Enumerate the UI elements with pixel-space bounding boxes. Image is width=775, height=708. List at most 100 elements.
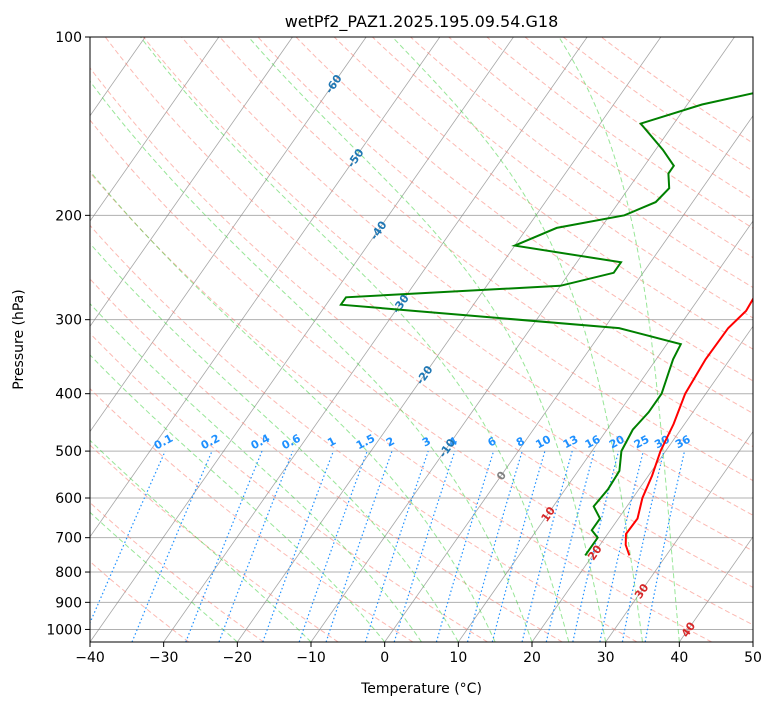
x-tick-label: 0 xyxy=(380,650,389,666)
mixing-ratio-line xyxy=(491,450,546,642)
y-tick-label: 900 xyxy=(55,595,82,611)
mixing-ratio-line xyxy=(521,450,573,642)
moist-adiabat-line xyxy=(558,37,680,642)
mixing-ratio-line xyxy=(218,450,294,642)
mixing-ratio-line xyxy=(393,450,456,642)
mixing-ratio-label: 0.2 xyxy=(199,432,222,453)
temperature-line xyxy=(624,296,753,556)
dry-adiabat-line xyxy=(90,387,414,642)
dry-adiabat-line xyxy=(448,37,753,259)
plot-frame xyxy=(89,36,754,643)
mixing-ratio-line xyxy=(298,450,368,642)
x-tick-label: 30 xyxy=(597,650,615,666)
y-tick-label: 200 xyxy=(55,208,82,224)
mixing-ratio-label: 10 xyxy=(533,433,553,452)
x-tick-label: 10 xyxy=(449,650,467,666)
dry-adiabat-line xyxy=(333,37,753,350)
mixing-ratio-label: 1 xyxy=(325,434,338,449)
x-tick-label: 20 xyxy=(523,650,541,666)
isotherm-label: -50 xyxy=(345,146,367,170)
mixing-ratio-line xyxy=(466,450,523,642)
moist-adiabat-line xyxy=(140,37,570,642)
moist-adiabat-line xyxy=(248,37,607,642)
isotherm-line xyxy=(90,37,441,538)
y-tick-label: 800 xyxy=(55,565,82,581)
moist-adiabat-line xyxy=(90,242,459,642)
mixing-ratio-label: 1.5 xyxy=(354,432,377,453)
x-tick-label: −20 xyxy=(223,650,253,666)
profile-series xyxy=(339,92,753,556)
dry-adiabat-line xyxy=(257,37,753,414)
isotherm-line xyxy=(384,115,753,642)
isotherm-label: 0 xyxy=(494,469,509,483)
chart-title: wetPf2_PAZ1.2025.195.09.54.G18 xyxy=(285,12,559,32)
dry-adiabat-line xyxy=(486,37,753,229)
y-tick-label: 600 xyxy=(55,491,82,507)
mixing-ratio-label: 2 xyxy=(384,434,397,449)
mixing-ratio-line xyxy=(131,450,213,642)
dry-adiabat-line xyxy=(90,171,712,642)
isotherm-line xyxy=(310,37,735,642)
mixing-ratio-line xyxy=(364,450,429,642)
mixing-ratio-label: 36 xyxy=(673,433,693,452)
dry-adiabat-line xyxy=(90,332,488,642)
moist-adiabat-line xyxy=(90,511,238,642)
x-tick-label: −30 xyxy=(149,650,179,666)
mixing-ratio-line xyxy=(262,450,334,642)
dry-adiabat-line xyxy=(524,37,753,200)
moist-adiabat-line xyxy=(90,439,312,642)
dry-adiabat-line xyxy=(90,278,563,642)
isotherm-line xyxy=(237,37,662,642)
mixing-ratio-label: 25 xyxy=(632,433,652,452)
dewpoint-line xyxy=(339,92,753,556)
moist-adiabat-line xyxy=(90,354,386,642)
x-axis-label: Temperature (°C) xyxy=(360,681,482,697)
dry-adiabat-line xyxy=(219,37,753,448)
isotherm-label: -20 xyxy=(414,363,436,387)
mixing-ratio-line xyxy=(435,450,495,642)
moist-adiabat-line xyxy=(90,302,422,642)
dry-adiabat-line xyxy=(295,37,753,382)
mixing-ratio-line xyxy=(572,450,620,642)
mixing-ratio-line xyxy=(545,450,595,642)
moist-adiabat-line xyxy=(392,37,643,642)
isotherm-line xyxy=(752,641,753,642)
y-tick-label: 500 xyxy=(55,444,82,460)
isotherm-label: -60 xyxy=(323,72,345,96)
isotherm-line xyxy=(90,37,220,222)
moist-adiabat-line xyxy=(90,170,496,642)
x-tick-label: 50 xyxy=(744,650,762,666)
mixing-ratio-line xyxy=(325,450,393,642)
dry-adiabat-line xyxy=(90,67,753,588)
mixing-ratio-line xyxy=(621,450,665,642)
dry-adiabat-line xyxy=(372,37,753,319)
dry-adiabat-line xyxy=(90,501,264,642)
dry-adiabat-line xyxy=(90,224,638,642)
moist-adiabat-line xyxy=(90,80,533,642)
axes: −40 −30 −20 −10 0 10 20 30 40 5010020030040050060… xyxy=(46,30,762,666)
x-tick-label: 40 xyxy=(670,650,688,666)
y-axis-label: Pressure (hPa) xyxy=(11,289,27,389)
isotherm-line xyxy=(679,536,753,642)
dry-adiabat-line xyxy=(90,444,339,642)
x-tick-label: −10 xyxy=(296,650,326,666)
y-tick-label: 400 xyxy=(55,387,82,403)
isotherm-label: -40 xyxy=(368,218,390,242)
isotherm-label: 10 xyxy=(539,504,559,524)
y-tick-label: 300 xyxy=(55,313,82,329)
mixing-ratio-line xyxy=(90,450,166,625)
isotherm-line xyxy=(90,37,293,327)
dry-adiabat-line xyxy=(90,560,190,642)
dry-adiabat-line xyxy=(181,37,753,482)
dry-adiabat-line xyxy=(562,37,753,172)
mixing-ratio-label: 0.4 xyxy=(249,432,273,453)
mixing-ratio-line xyxy=(185,450,263,642)
mixing-ratio-label: 0.6 xyxy=(280,432,304,453)
isotherm-line xyxy=(458,220,753,642)
x-tick-label: −40 xyxy=(75,650,105,666)
y-tick-label: 100 xyxy=(55,30,82,46)
dry-adiabat-line xyxy=(104,37,753,552)
mixing-ratio-line xyxy=(599,450,644,642)
mixing-ratio-label: 16 xyxy=(583,433,603,452)
